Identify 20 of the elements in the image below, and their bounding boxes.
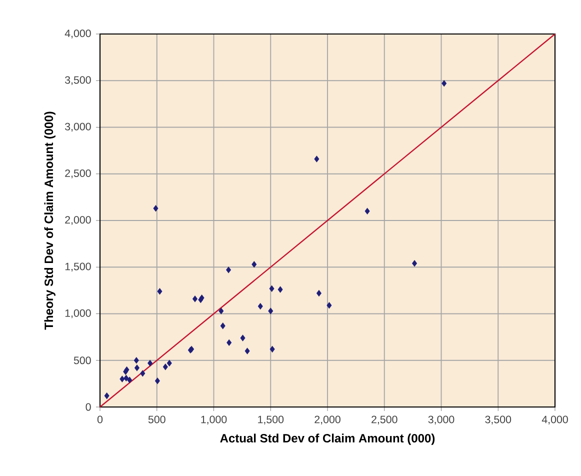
x-tick-label: 2,000 [314,416,340,425]
x-tick-label: 3,500 [485,416,512,425]
y-tick-label: 2,000 [65,216,91,225]
y-tick-label: 3,000 [64,122,91,132]
x-tick-label: 500 [148,416,166,424]
x-tick-label: 1,000 [201,416,227,425]
y-tick-label: 0 [86,403,91,411]
x-tick-label: 1,500 [258,416,284,425]
x-tick-label: 2,500 [372,416,398,425]
x-tick-label: 3,000 [428,416,454,425]
y-tick-label: 2,500 [65,169,91,178]
x-tick-label: 0 [97,416,103,424]
y-tick-label: 1,500 [65,262,91,272]
y-tick-label: 3,500 [64,76,91,86]
x-tick-label: 4,000 [542,416,568,425]
y-tick-label: 4,000 [64,30,91,38]
y-axis-title: Theory Std Dev of Claim Amount (000) [44,112,56,330]
y-tick-label: 1,000 [65,309,91,318]
y-tick-label: 500 [74,356,91,364]
x-axis-title: Actual Std Dev of Claim Amount (000) [220,434,435,445]
